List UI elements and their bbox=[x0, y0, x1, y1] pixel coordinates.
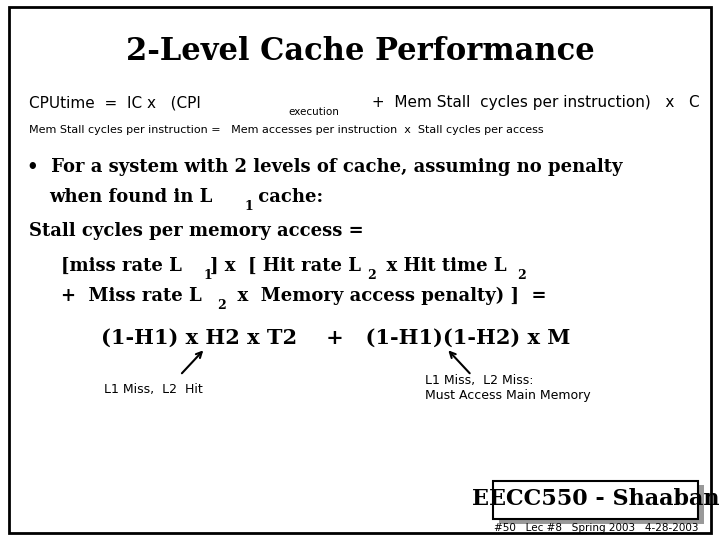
Text: 1: 1 bbox=[245, 200, 253, 213]
Text: Must Access Main Memory: Must Access Main Memory bbox=[425, 389, 590, 402]
Text: L1 Miss,  L2 Miss:: L1 Miss, L2 Miss: bbox=[425, 374, 534, 387]
Text: +  Mem Stall  cycles per instruction)   x   C: + Mem Stall cycles per instruction) x C bbox=[367, 95, 700, 110]
Text: 2: 2 bbox=[367, 269, 376, 282]
Text: ] x  [ Hit rate L: ] x [ Hit rate L bbox=[210, 256, 361, 275]
Text: Mem Stall cycles per instruction =   Mem accesses per instruction  x  Stall cycl: Mem Stall cycles per instruction = Mem a… bbox=[29, 125, 544, 134]
Bar bbox=[499, 485, 704, 524]
Text: x  Memory access penalty) ]  =: x Memory access penalty) ] = bbox=[225, 287, 546, 305]
Bar bbox=[493, 481, 698, 519]
Text: #50   Lec #8   Spring 2003   4-28-2003: #50 Lec #8 Spring 2003 4-28-2003 bbox=[494, 523, 698, 533]
Text: L1 Miss,  L2  Hit: L1 Miss, L2 Hit bbox=[104, 383, 203, 396]
Text: 2: 2 bbox=[517, 269, 526, 282]
Text: execution: execution bbox=[288, 107, 339, 117]
Text: x Hit time L: x Hit time L bbox=[374, 256, 507, 275]
Text: Stall cycles per memory access =: Stall cycles per memory access = bbox=[29, 222, 364, 240]
Text: 1: 1 bbox=[203, 269, 212, 282]
Text: 2: 2 bbox=[217, 299, 226, 312]
Text: 2-Level Cache Performance: 2-Level Cache Performance bbox=[125, 36, 595, 67]
Text: (1-H1) x H2 x T2    +   (1-H1)(1-H2) x M: (1-H1) x H2 x T2 + (1-H1)(1-H2) x M bbox=[101, 327, 570, 348]
Text: cache:: cache: bbox=[252, 188, 323, 206]
Text: [miss rate L: [miss rate L bbox=[61, 256, 182, 275]
Text: •  For a system with 2 levels of cache, assuming no penalty: • For a system with 2 levels of cache, a… bbox=[27, 158, 623, 177]
Text: when found in L: when found in L bbox=[49, 188, 212, 206]
Text: CPUtime  =  IC x   (CPI: CPUtime = IC x (CPI bbox=[29, 95, 201, 110]
Text: EECC550 - Shaaban: EECC550 - Shaaban bbox=[472, 488, 720, 510]
Text: +  Miss rate L: + Miss rate L bbox=[61, 287, 202, 305]
